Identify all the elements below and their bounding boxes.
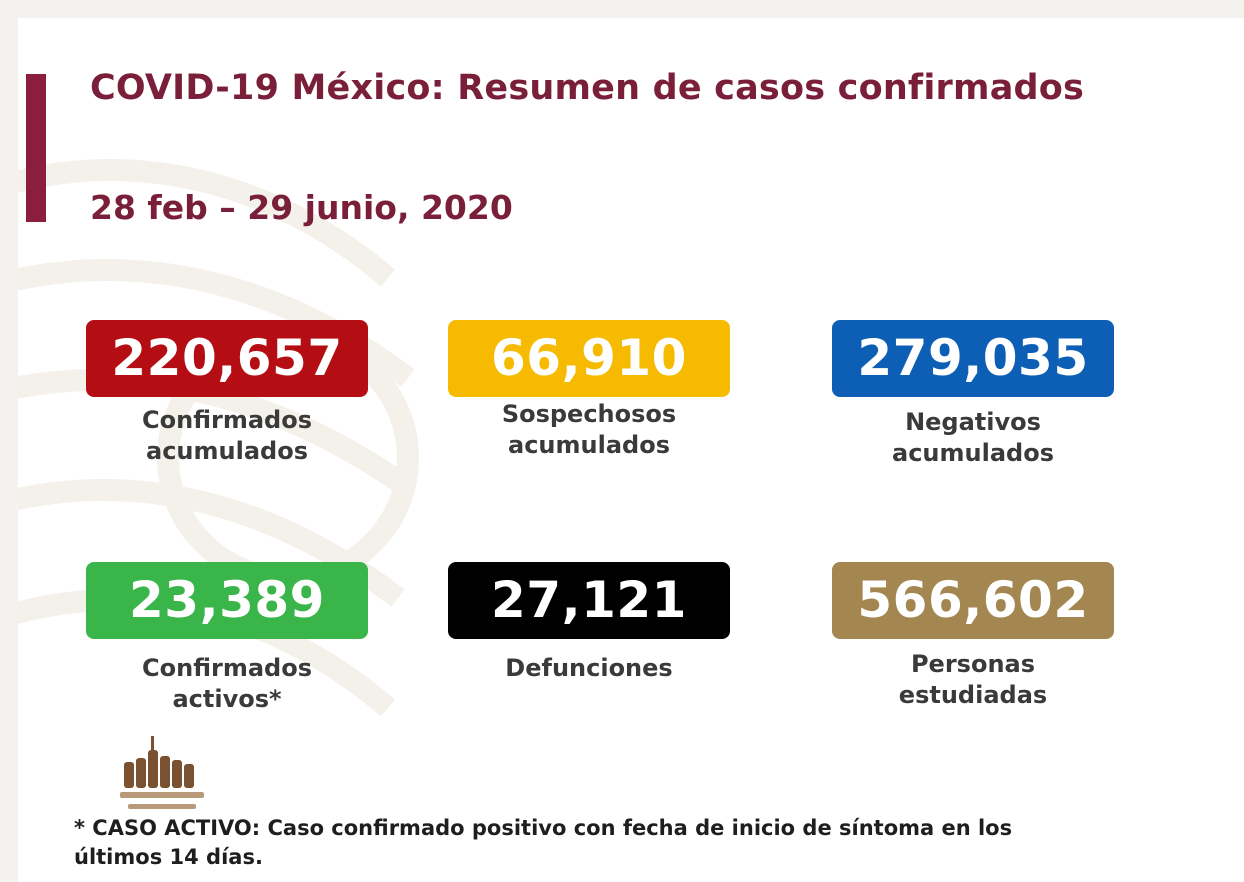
slide: COVID-19 México: Resumen de casos confir…	[18, 18, 1244, 882]
stat-label: Confirmados activos*	[142, 654, 312, 713]
page-title: COVID-19 México: Resumen de casos confir…	[90, 68, 1085, 108]
stat-value: 279,035	[832, 320, 1114, 397]
stat-value: 220,657	[86, 320, 368, 397]
stat-defunciones: 27,121 Defunciones	[448, 562, 730, 684]
stat-value: 23,389	[86, 562, 368, 639]
stat-value: 66,910	[448, 320, 730, 397]
stat-label: Personas estudiadas	[898, 650, 1048, 709]
accent-bar	[26, 74, 46, 222]
stat-label: Confirmados acumulados	[142, 406, 312, 465]
stat-value: 566,602	[832, 562, 1114, 639]
stat-confirmados-acumulados: 220,657 Confirmados acumulados	[86, 320, 368, 467]
stat-label: Negativos acumulados	[892, 408, 1054, 467]
stat-sospechosos-acumulados: 66,910 Sospechosos acumulados	[448, 320, 730, 461]
government-heroes-logo-icon	[120, 736, 204, 809]
footnote-line-2: últimos 14 días.	[74, 845, 263, 869]
stat-label: Sospechosos acumulados	[501, 400, 677, 459]
stat-value: 27,121	[448, 562, 730, 639]
footnote: * CASO ACTIVO: Caso confirmado positivo …	[74, 814, 1174, 872]
stat-label: Defunciones	[505, 654, 673, 682]
footnote-line-1: * CASO ACTIVO: Caso confirmado positivo …	[74, 816, 1013, 840]
stat-personas-estudiadas: 566,602 Personas estudiadas	[832, 562, 1114, 711]
date-range: 28 feb – 29 junio, 2020	[90, 188, 513, 227]
stat-confirmados-activos: 23,389 Confirmados activos*	[86, 562, 368, 715]
stat-negativos-acumulados: 279,035 Negativos acumulados	[832, 320, 1114, 469]
